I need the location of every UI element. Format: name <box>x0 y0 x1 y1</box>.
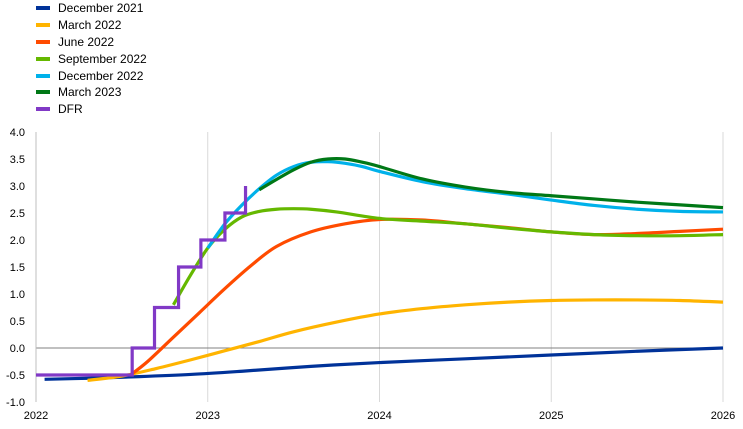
x-tick-label: 2022 <box>24 410 48 422</box>
legend-swatch <box>36 90 50 95</box>
legend-label: September 2022 <box>58 51 147 66</box>
y-tick-label: 1.5 <box>10 262 25 274</box>
legend-label: December 2022 <box>58 68 144 83</box>
y-tick-label: 3.5 <box>10 154 25 166</box>
legend-label: June 2022 <box>58 34 115 49</box>
y-tick-label: 0.5 <box>10 316 25 328</box>
legend-label: December 2021 <box>58 1 144 16</box>
y-tick-label: 3.0 <box>10 181 25 193</box>
series-line-march-2022 <box>87 298 724 382</box>
y-tick-label: 1.0 <box>10 289 25 301</box>
series-line-dfr <box>36 186 248 377</box>
legend-item-june-2022: June 2022 <box>36 34 147 51</box>
y-tick-label: 0.0 <box>10 343 25 355</box>
y-tick-label: -0.5 <box>6 370 25 382</box>
x-tick-label: 2024 <box>367 410 391 422</box>
legend-item-march-2023: March 2023 <box>36 84 147 101</box>
legend-label: March 2022 <box>58 18 122 33</box>
series-line-march-2023 <box>258 156 724 210</box>
chart-legend: December 2021 March 2022 June 2022 Septembe… <box>36 0 147 118</box>
x-tick-label: 2023 <box>196 410 220 422</box>
x-tick-label: 2025 <box>539 410 563 422</box>
legend-swatch <box>36 23 50 28</box>
legend-swatch <box>36 73 50 78</box>
legend-label: March 2023 <box>58 85 122 100</box>
legend-item-dfr: DFR <box>36 101 147 118</box>
legend-item-march-2022: March 2022 <box>36 17 147 34</box>
y-tick-label: 2.0 <box>10 235 25 247</box>
legend-item-december-2022: December 2022 <box>36 67 147 84</box>
y-tick-label: 4.0 <box>10 127 25 139</box>
legend-swatch <box>36 39 50 44</box>
series-line-december-2021 <box>44 346 724 381</box>
legend-item-december-2021: December 2021 <box>36 0 147 17</box>
legend-item-september-2022: September 2022 <box>36 50 147 67</box>
legend-swatch <box>36 6 50 11</box>
series-line-september-2022 <box>172 207 724 306</box>
x-tick-label: 2026 <box>711 410 735 422</box>
legend-label: DFR <box>58 102 83 117</box>
y-tick-label: -1.0 <box>6 397 25 409</box>
legend-swatch <box>36 56 50 61</box>
y-tick-label: 2.5 <box>10 208 25 220</box>
legend-swatch <box>36 107 50 112</box>
